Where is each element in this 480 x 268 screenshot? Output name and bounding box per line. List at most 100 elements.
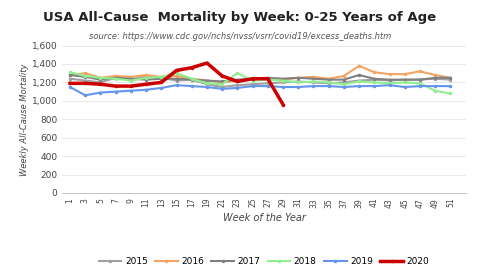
2020 — [97, 83, 103, 86]
2015 — [265, 82, 271, 85]
2019 — [113, 90, 119, 93]
2015 — [158, 76, 164, 79]
2015 — [432, 77, 438, 80]
2019 — [83, 94, 88, 97]
2019 — [128, 89, 134, 92]
2017 — [341, 78, 347, 81]
2019 — [250, 84, 255, 88]
2017 — [311, 77, 316, 80]
2019 — [143, 88, 149, 91]
2020 — [67, 82, 73, 85]
2018 — [356, 80, 362, 83]
2017 — [402, 78, 408, 81]
2015 — [356, 79, 362, 82]
2019 — [387, 84, 393, 87]
2016 — [447, 76, 453, 79]
2015 — [128, 78, 134, 81]
2015 — [387, 79, 393, 82]
2017 — [204, 79, 210, 82]
2017 — [265, 76, 271, 79]
2017 — [432, 76, 438, 79]
2018 — [97, 76, 103, 79]
2020 — [219, 74, 225, 77]
2020 — [189, 66, 194, 69]
2015 — [280, 81, 286, 84]
2020 — [235, 80, 240, 83]
2019 — [67, 85, 73, 89]
2017 — [447, 76, 453, 79]
2018 — [372, 81, 377, 84]
2019 — [189, 84, 194, 88]
2017 — [67, 73, 73, 77]
2017 — [97, 78, 103, 81]
2015 — [113, 76, 119, 79]
2019 — [235, 86, 240, 90]
2017 — [219, 80, 225, 83]
Text: USA All-Cause  Mortality by Week: 0-25 Years of Age: USA All-Cause Mortality by Week: 0-25 Ye… — [43, 11, 437, 24]
2017 — [128, 77, 134, 80]
2016 — [265, 77, 271, 80]
2019 — [372, 84, 377, 88]
2019 — [280, 85, 286, 89]
2020 — [158, 81, 164, 84]
2017 — [143, 78, 149, 81]
2016 — [326, 77, 332, 80]
2017 — [417, 78, 423, 81]
2019 — [341, 85, 347, 89]
2018 — [204, 82, 210, 85]
Line: 2016: 2016 — [69, 65, 451, 83]
2018 — [447, 92, 453, 95]
2016 — [113, 74, 119, 77]
2015 — [341, 81, 347, 84]
2017 — [280, 77, 286, 80]
Line: 2018: 2018 — [69, 71, 451, 95]
2017 — [189, 78, 194, 81]
2017 — [295, 76, 301, 79]
2015 — [174, 79, 180, 82]
2015 — [189, 78, 194, 81]
2019 — [326, 84, 332, 88]
2016 — [97, 76, 103, 79]
Line: 2015: 2015 — [69, 75, 451, 88]
2016 — [204, 79, 210, 82]
2017 — [326, 78, 332, 81]
2015 — [143, 74, 149, 77]
2018 — [280, 79, 286, 82]
2017 — [113, 76, 119, 79]
2018 — [387, 82, 393, 85]
2019 — [204, 85, 210, 89]
2015 — [204, 83, 210, 86]
2020 — [250, 77, 255, 80]
2018 — [417, 82, 423, 85]
Y-axis label: Weekly All-Cause Mortality: Weekly All-Cause Mortality — [20, 63, 29, 176]
2020 — [265, 77, 271, 80]
2016 — [295, 76, 301, 79]
2019 — [417, 84, 423, 88]
2016 — [432, 73, 438, 77]
2018 — [295, 81, 301, 84]
2015 — [447, 78, 453, 81]
2018 — [341, 83, 347, 86]
2017 — [158, 77, 164, 80]
2020 — [280, 103, 286, 106]
2020 — [174, 69, 180, 72]
2018 — [128, 79, 134, 82]
2020 — [204, 61, 210, 65]
2018 — [219, 83, 225, 86]
2016 — [128, 75, 134, 79]
2016 — [402, 73, 408, 76]
2017 — [83, 75, 88, 79]
2018 — [235, 72, 240, 75]
2018 — [143, 76, 149, 79]
2017 — [372, 77, 377, 80]
2018 — [67, 71, 73, 74]
2015 — [83, 79, 88, 82]
2016 — [280, 78, 286, 81]
2015 — [295, 80, 301, 83]
2019 — [402, 85, 408, 89]
2017 — [250, 77, 255, 80]
2020 — [83, 82, 88, 85]
2016 — [174, 74, 180, 77]
2016 — [143, 73, 149, 77]
2018 — [311, 80, 316, 83]
